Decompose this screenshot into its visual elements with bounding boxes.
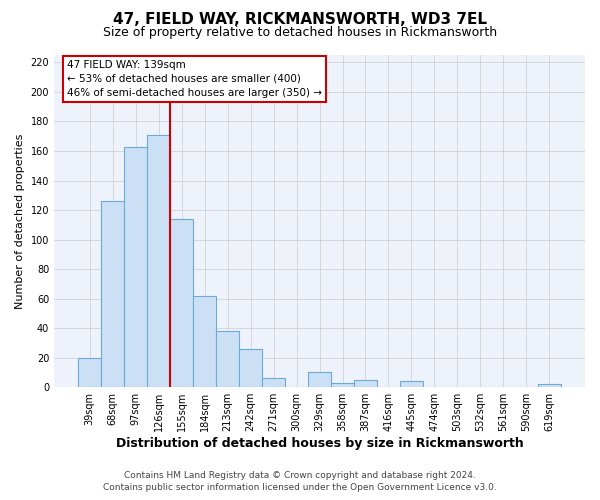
X-axis label: Distribution of detached houses by size in Rickmansworth: Distribution of detached houses by size …	[116, 437, 523, 450]
Bar	[147, 134, 170, 387]
Bar	[354, 380, 377, 387]
Bar	[124, 146, 147, 387]
Text: Contains HM Land Registry data © Crown copyright and database right 2024.
Contai: Contains HM Land Registry data © Crown c…	[103, 471, 497, 492]
Text: Size of property relative to detached houses in Rickmansworth: Size of property relative to detached ho…	[103, 26, 497, 39]
Text: 47, FIELD WAY, RICKMANSWORTH, WD3 7EL: 47, FIELD WAY, RICKMANSWORTH, WD3 7EL	[113, 12, 487, 28]
Bar	[78, 358, 101, 387]
Bar	[331, 383, 354, 387]
Bar	[262, 378, 285, 387]
Bar	[193, 296, 216, 387]
Bar	[170, 219, 193, 387]
Bar	[101, 201, 124, 387]
Bar	[400, 382, 423, 387]
Bar	[308, 372, 331, 387]
Text: 47 FIELD WAY: 139sqm
← 53% of detached houses are smaller (400)
46% of semi-deta: 47 FIELD WAY: 139sqm ← 53% of detached h…	[67, 60, 322, 98]
Bar	[538, 384, 561, 387]
Bar	[216, 331, 239, 387]
Bar	[239, 349, 262, 387]
Y-axis label: Number of detached properties: Number of detached properties	[15, 134, 25, 309]
